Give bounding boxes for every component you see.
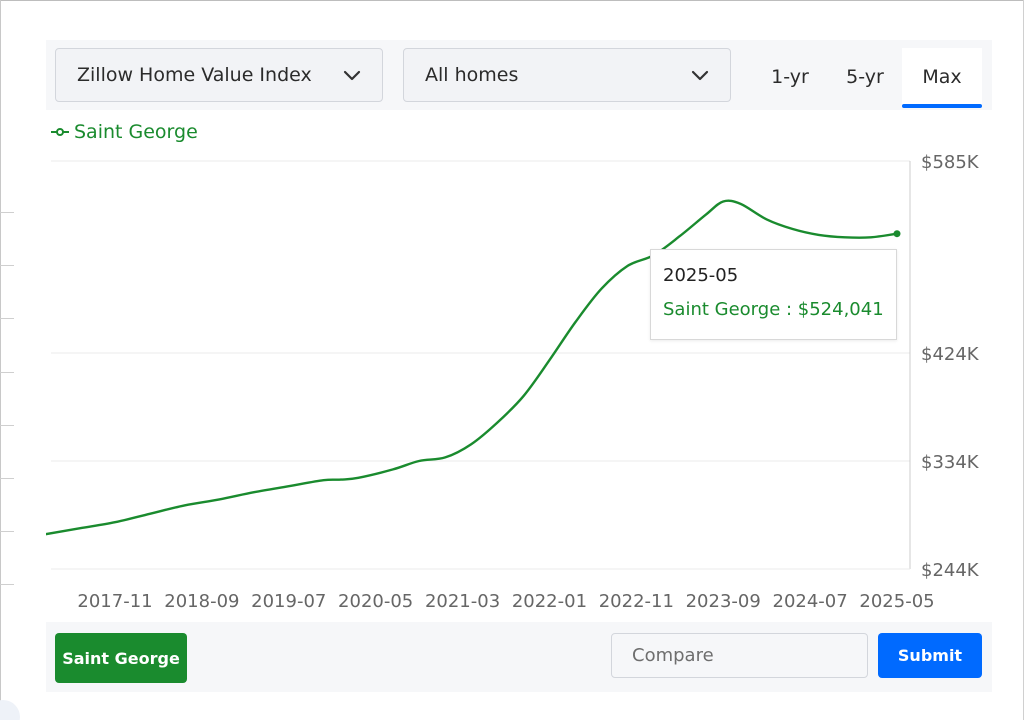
range-tab-max[interactable]: Max (902, 48, 982, 106)
chart-tooltip: 2025-05 Saint George : $524,041 (650, 249, 897, 340)
y-tick-label: $585K (921, 152, 980, 173)
x-tick-label: 2019-07 (251, 591, 326, 612)
window-top-border (0, 0, 1024, 1)
series-layer (46, 199, 901, 536)
compare-input[interactable] (611, 633, 868, 678)
metric-select-value: Zillow Home Value Index (77, 64, 312, 86)
x-tick-label: 2023-09 (686, 591, 761, 612)
home-value-chart-card: Zillow Home Value Index All homes 1-yr 5… (46, 40, 992, 692)
x-tick-label: 2022-01 (512, 591, 587, 612)
y-tick-label: $334K (921, 452, 980, 473)
range-tab-1yr[interactable]: 1-yr (771, 66, 809, 88)
range-tab-5yr[interactable]: 5-yr (846, 66, 884, 88)
corner-decoration (0, 700, 20, 720)
series-line-saint-george (46, 199, 898, 536)
x-tick-label: 2021-03 (425, 591, 500, 612)
x-tick-label: 2024-07 (773, 591, 848, 612)
y-tick-label: $244K (921, 560, 980, 581)
legend-label: Saint George (74, 121, 198, 143)
legend-line-marker-icon (51, 128, 69, 136)
chevron-down-icon (691, 70, 709, 81)
x-tick-label: 2020-05 (338, 591, 413, 612)
y-tick-label: $424K (921, 344, 980, 365)
grid-lines (51, 160, 910, 462)
chart-toolbar: Zillow Home Value Index All homes 1-yr 5… (46, 40, 992, 110)
series-point-latest (893, 230, 901, 238)
chart-bottom-bar: Saint George Submit (46, 622, 992, 692)
active-tab-indicator (902, 104, 982, 108)
line-chart: $244K $334K $424K $585K 2017-11 2018-09 2019-… (46, 152, 980, 612)
axes (51, 161, 911, 570)
submit-button[interactable]: Submit (878, 633, 982, 678)
x-tick-label: 2025-05 (859, 591, 934, 612)
chevron-down-icon (343, 70, 361, 81)
x-axis-tick-labels: 2017-11 2018-09 2019-07 2020-05 2021-03 2022-… (77, 591, 934, 612)
x-tick-label: 2018-09 (164, 591, 239, 612)
tooltip-value: Saint George : $524,041 (663, 299, 884, 320)
metric-select[interactable]: Zillow Home Value Index (55, 48, 383, 102)
window-left-border (0, 0, 1, 720)
x-tick-label: 2022-11 (599, 591, 674, 612)
tooltip-date: 2025-05 (663, 265, 739, 286)
location-chip-button[interactable]: Saint George (55, 633, 187, 683)
y-axis-tick-labels: $244K $334K $424K $585K (921, 152, 980, 581)
home-type-select[interactable]: All homes (403, 48, 731, 102)
x-tick-label: 2017-11 (77, 591, 152, 612)
home-type-select-value: All homes (425, 64, 519, 86)
chart-legend[interactable]: Saint George (51, 121, 198, 143)
left-edge-marks (0, 0, 14, 720)
